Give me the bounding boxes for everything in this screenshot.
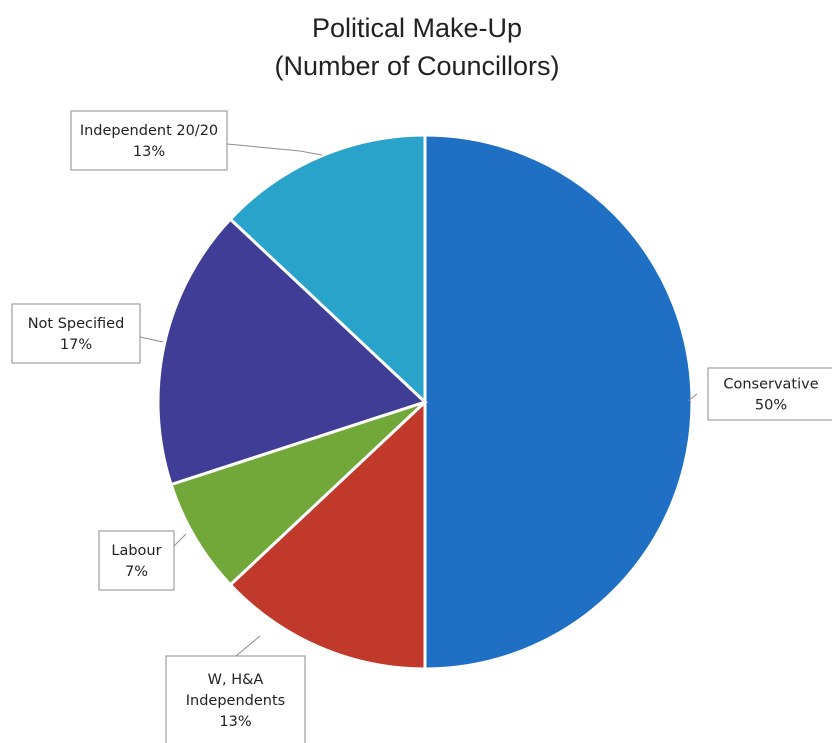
data-label-text: Conservative bbox=[723, 377, 818, 393]
leader-line bbox=[226, 143, 323, 156]
data-label-labour: Labour 7% bbox=[98, 530, 187, 591]
pie-slice-labour bbox=[169, 400, 427, 587]
chart-title-line-2: (Number of Councillors) bbox=[274, 51, 559, 81]
pie-slices bbox=[156, 133, 694, 671]
data-label-text: Labour bbox=[111, 543, 161, 559]
data-labels: Conservative 50% W, H&A Independents 13% Labo… bbox=[11, 110, 832, 743]
leader-line bbox=[139, 336, 164, 343]
data-label-text: Independent 20/20 bbox=[80, 123, 218, 139]
leader-line bbox=[173, 533, 187, 547]
data-label-text: 13% bbox=[133, 144, 165, 160]
pie-slice-w-h-a bbox=[228, 398, 427, 671]
data-label-text: Independents bbox=[186, 693, 285, 709]
data-label-text: 17% bbox=[60, 337, 92, 353]
pie-slice-independent-20-20 bbox=[228, 133, 427, 406]
leader-line bbox=[235, 635, 261, 657]
data-label-box bbox=[98, 530, 175, 591]
data-label-text: 13% bbox=[219, 714, 251, 730]
pie-slice-not-specified bbox=[156, 217, 428, 487]
pie-slice-conservative bbox=[423, 133, 694, 671]
data-label-text: 7% bbox=[125, 564, 148, 580]
data-label-independent-20-20: Independent 20/20 13% bbox=[70, 110, 323, 171]
chart-title-line-1: Political Make-Up bbox=[312, 13, 522, 43]
data-label-text: 50% bbox=[755, 398, 787, 414]
data-label-w-h-a: W, H&A Independents 13% bbox=[165, 635, 306, 743]
data-label-box bbox=[707, 367, 832, 421]
data-label-box bbox=[165, 655, 306, 743]
data-label-text: Not Specified bbox=[28, 316, 125, 332]
data-label-box bbox=[11, 303, 141, 364]
data-label-conservative: Conservative 50% bbox=[687, 367, 832, 421]
chart-title: Political Make-Up (Number of Councillors… bbox=[274, 13, 559, 81]
data-label-box bbox=[70, 110, 228, 171]
data-label-text: W, H&A bbox=[208, 672, 264, 688]
leader-line bbox=[687, 393, 698, 402]
data-label-not-specified: Not Specified 17% bbox=[11, 303, 164, 364]
